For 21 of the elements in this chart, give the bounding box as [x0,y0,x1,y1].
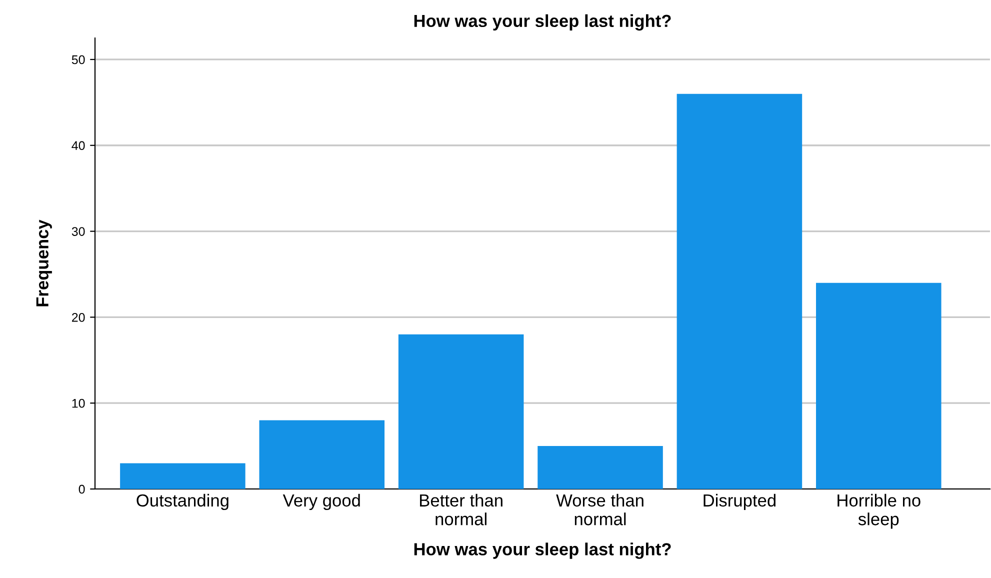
chart-title: How was your sleep last night? [414,14,671,31]
bar [120,463,246,489]
bar [816,282,942,489]
x-tick-label: Outstanding [136,494,228,510]
y-tick-label: 0 [78,484,85,494]
y-tick-label: 30 [72,227,85,236]
bar [538,446,663,489]
y-tick-label: 50 [72,55,85,64]
y-tick-label: 40 [72,141,85,150]
bar [676,94,802,489]
x-axis-title: How was your sleep last night? [414,542,671,559]
x-tick-label: Very good [282,494,360,510]
x-tick-label: Horrible no sleep [838,494,920,529]
bar [398,334,524,489]
x-tick-label: Worse than normal [556,494,644,526]
y-tick-label: 10 [72,398,85,408]
y-tick-label: 20 [72,312,85,322]
x-tick-label: Disrupted [704,494,776,510]
bar [259,420,385,489]
x-tick-label: Better than normal [420,494,502,526]
y-axis-title: Frequency [36,220,52,306]
